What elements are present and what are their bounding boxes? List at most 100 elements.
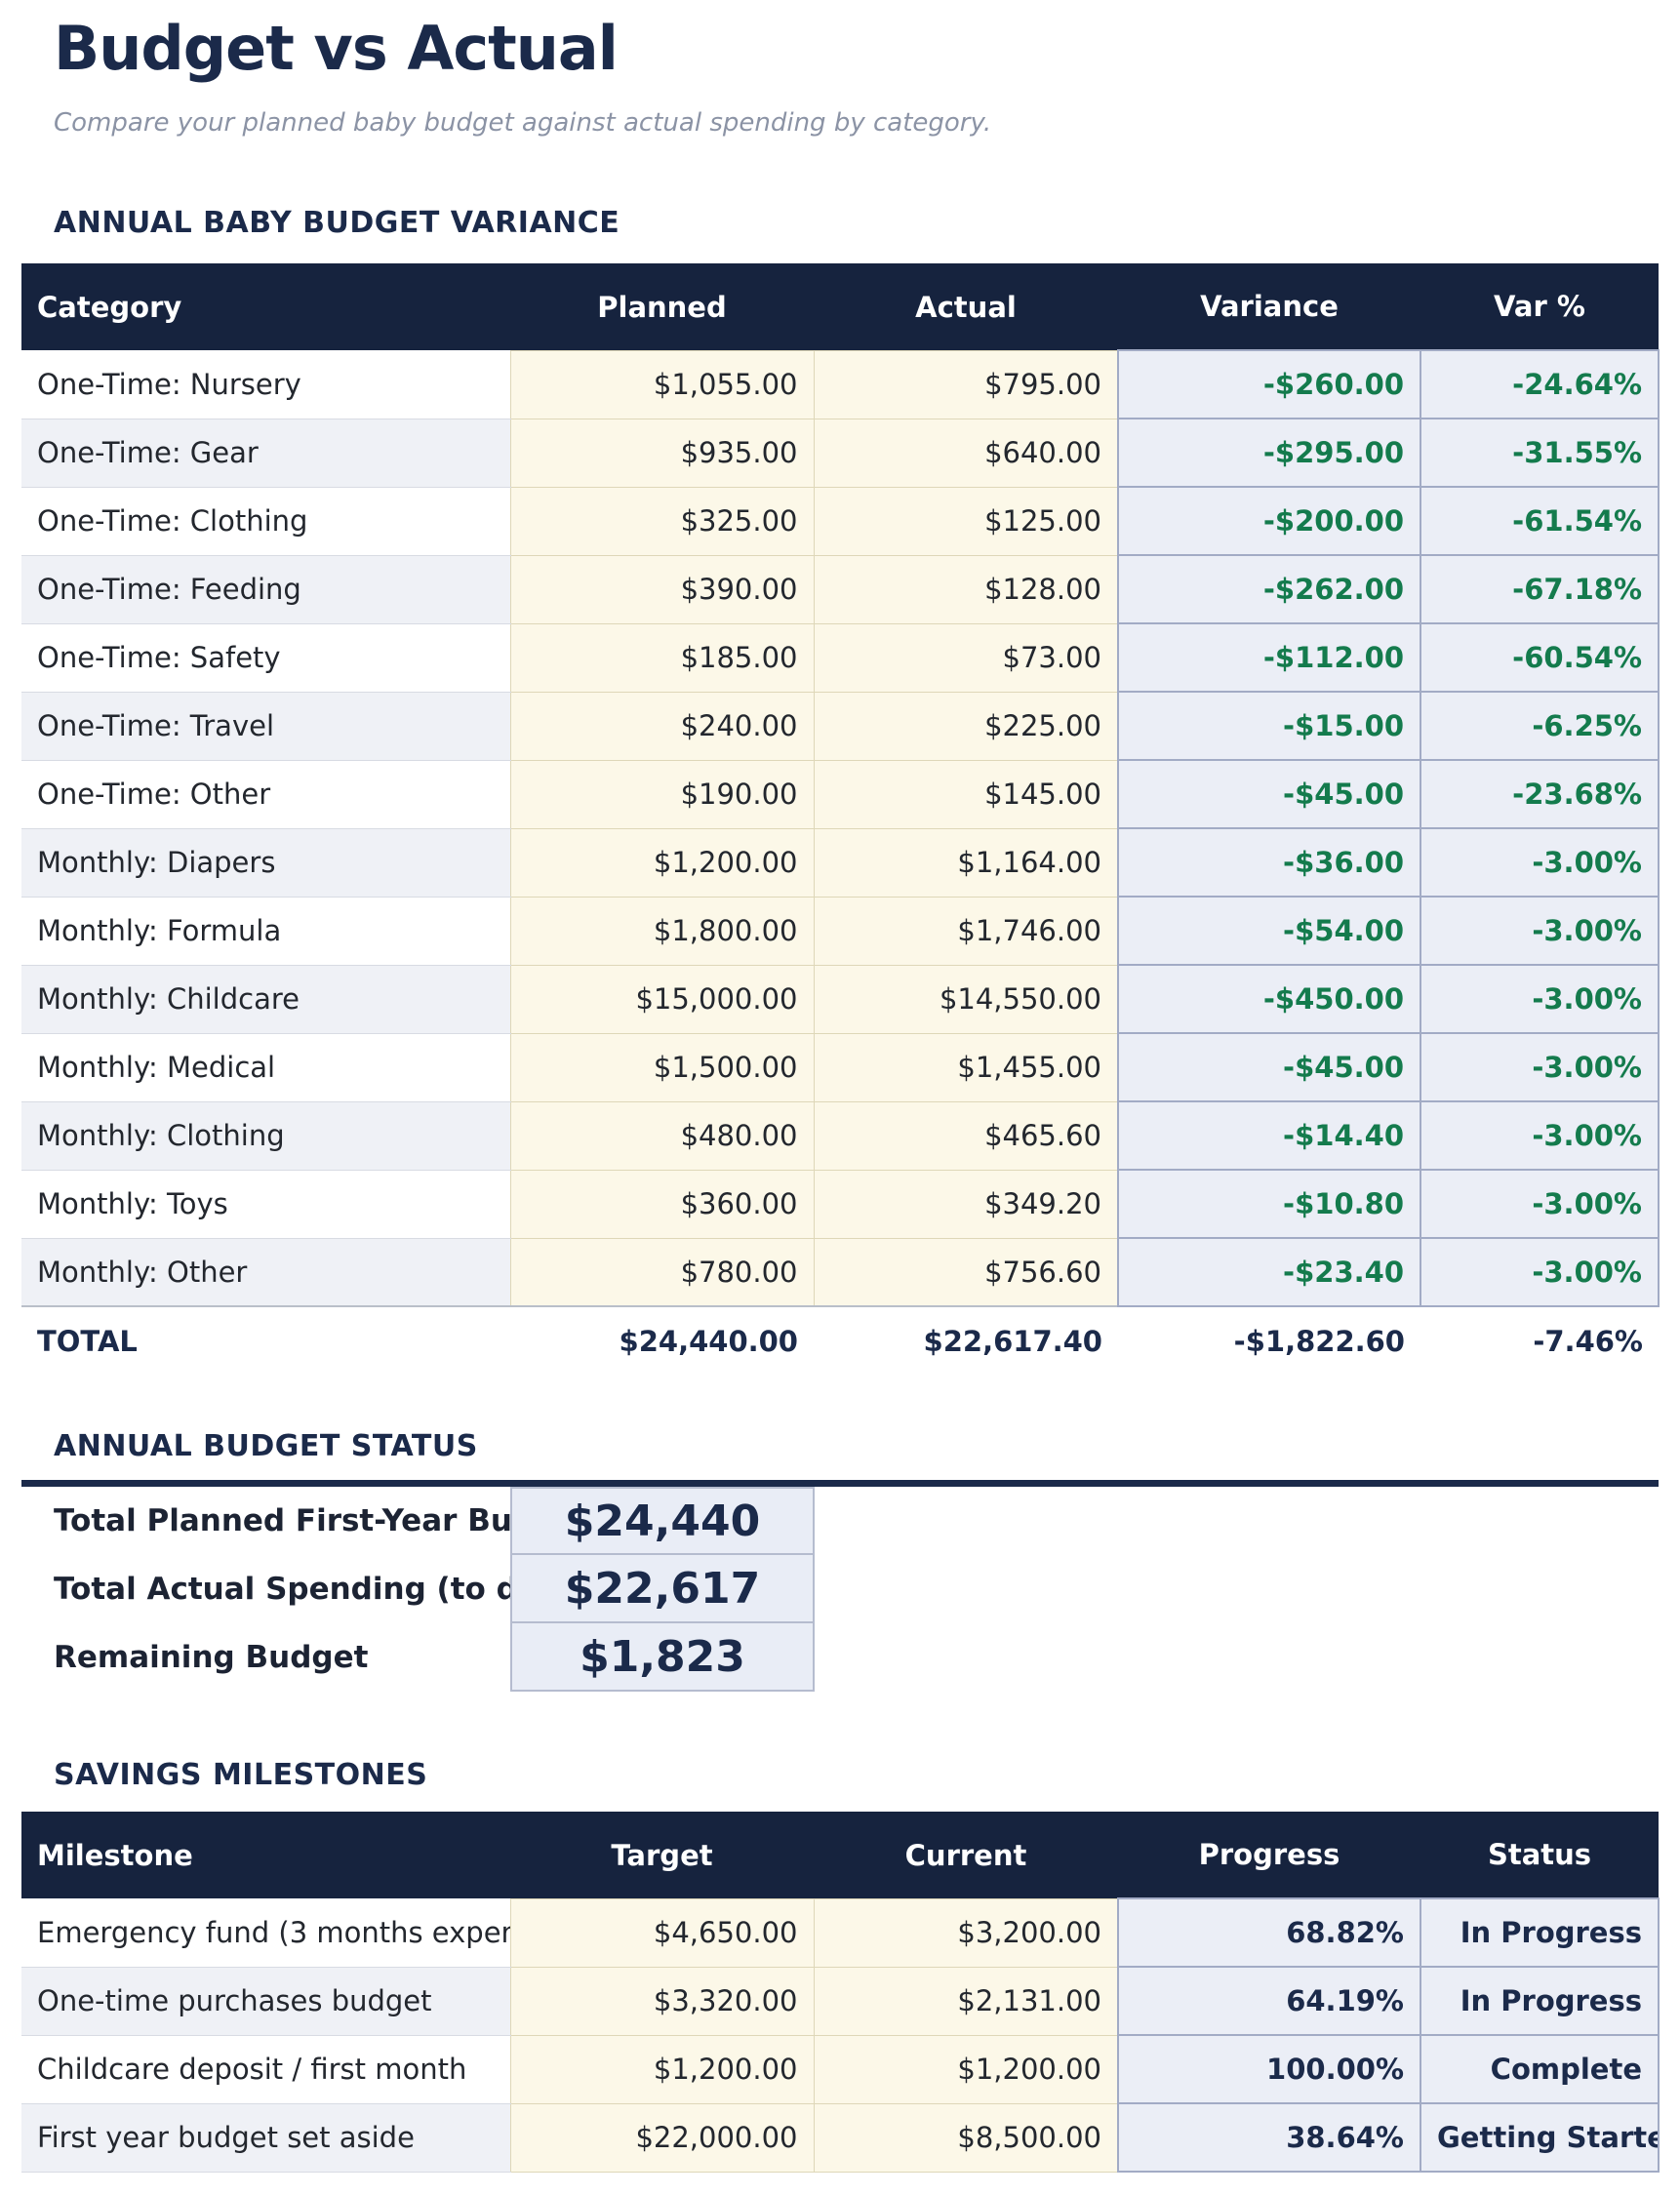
status-section-heading: ANNUAL BUDGET STATUS <box>54 1429 478 1464</box>
cell-planned: $1,500.00 <box>509 1032 815 1102</box>
page-title: Budget vs Actual <box>54 13 619 84</box>
cell-planned: $1,200.00 <box>509 827 815 898</box>
cell-planned: $935.00 <box>509 418 815 488</box>
table-row: Monthly: Medical $1,500.00 $1,455.00 -$45.0… <box>21 1032 1660 1103</box>
status-row: Total Actual Spending (to date)$22,617 <box>21 1553 1659 1624</box>
cell-var-pct: -23.68% <box>1420 759 1660 830</box>
column-header-status: Status <box>1420 1812 1659 1899</box>
cell-variance: -$450.00 <box>1117 964 1421 1035</box>
cell-category: One-Time: Feeding <box>21 555 510 624</box>
cell-variance: -$23.40 <box>1117 1237 1421 1308</box>
table-row: Childcare deposit / first month $1,200.00… <box>21 2034 1660 2105</box>
table-row: Monthly: Toys $360.00 $349.20 -$10.80 -3.00% <box>21 1169 1660 1240</box>
status-row: Remaining Budget $1,823 <box>21 1621 1659 1693</box>
total-var-pct: -7.46% <box>1420 1305 1659 1376</box>
cell-category: Monthly: Formula <box>21 897 510 966</box>
cell-var-pct: -3.00% <box>1420 1169 1660 1240</box>
column-header-planned: Planned <box>510 263 814 351</box>
milestones-table: Milestone Target Current Progress Status… <box>21 1812 1660 2174</box>
milestones-header-row: Milestone Target Current Progress Status <box>21 1812 1659 1899</box>
cell-var-pct: -31.55% <box>1420 418 1660 489</box>
cell-target: $1,200.00 <box>509 2034 815 2104</box>
cell-planned: $780.00 <box>509 1237 815 1307</box>
column-header-milestone: Milestone <box>21 1812 510 1899</box>
status-row: Total Planned First-Year Budget$24,440 <box>21 1487 1659 1556</box>
cell-category: Monthly: Clothing <box>21 1101 510 1171</box>
column-header-target: Target <box>510 1812 814 1899</box>
variance-total-row: TOTAL $24,440.00 $22,617.40 -$1,822.60 -… <box>21 1305 1659 1376</box>
cell-var-pct: -24.64% <box>1420 349 1660 420</box>
cell-variance: -$262.00 <box>1117 554 1421 625</box>
cell-variance: -$200.00 <box>1117 486 1421 557</box>
table-row: Monthly: Childcare $15,000.00 $14,550.00 -$… <box>21 964 1660 1035</box>
cell-var-pct: -60.54% <box>1420 622 1660 694</box>
cell-actual: $1,746.00 <box>813 896 1119 966</box>
cell-variance: -$36.00 <box>1117 827 1421 898</box>
cell-var-pct: -3.00% <box>1420 1032 1660 1103</box>
cell-variance: -$45.00 <box>1117 1032 1421 1103</box>
cell-var-pct: -3.00% <box>1420 896 1660 967</box>
cell-variance: -$10.80 <box>1117 1169 1421 1240</box>
cell-progress: 100.00% <box>1117 2034 1421 2105</box>
cell-current: $2,131.00 <box>813 1966 1119 2036</box>
cell-planned: $360.00 <box>509 1169 815 1239</box>
cell-category: Monthly: Medical <box>21 1033 510 1102</box>
table-row: First year budget set aside $22,000.00 $8,… <box>21 2102 1660 2174</box>
table-row: One-Time: Other $190.00 $145.00 -$45.00 -23.… <box>21 759 1660 830</box>
cell-target: $3,320.00 <box>509 1966 815 2036</box>
column-header-progress: Progress <box>1118 1812 1420 1899</box>
cell-actual: $795.00 <box>813 349 1119 419</box>
total-planned: $24,440.00 <box>510 1305 814 1376</box>
cell-milestone: First year budget set aside <box>21 2103 510 2173</box>
cell-actual: $73.00 <box>813 622 1119 693</box>
variance-header-row: Category Planned Actual Variance Var % <box>21 263 1659 351</box>
column-header-category: Category <box>21 263 510 351</box>
cell-planned: $15,000.00 <box>509 964 815 1034</box>
cell-var-pct: -3.00% <box>1420 1100 1660 1172</box>
cell-milestone: Childcare deposit / first month <box>21 2035 510 2104</box>
column-header-actual: Actual <box>814 263 1118 351</box>
cell-category: Monthly: Other <box>21 1238 510 1307</box>
table-row: One-Time: Travel $240.00 $225.00 -$15.00 -6.… <box>21 691 1660 762</box>
table-row: One-Time: Clothing $325.00 $125.00 -$200.00… <box>21 486 1660 557</box>
variance-section-heading: ANNUAL BABY BUDGET VARIANCE <box>54 206 620 241</box>
cell-planned: $1,055.00 <box>509 349 815 419</box>
cell-category: One-Time: Travel <box>21 692 510 761</box>
cell-variance: -$54.00 <box>1117 896 1421 967</box>
table-row: One-Time: Gear $935.00 $640.00 -$295.00 -31.… <box>21 418 1660 489</box>
variance-table: Category Planned Actual Variance Var % O… <box>21 263 1660 1376</box>
cell-var-pct: -3.00% <box>1420 964 1660 1035</box>
column-header-variance: Variance <box>1118 263 1420 351</box>
cell-category: One-Time: Safety <box>21 623 510 693</box>
cell-variance: -$260.00 <box>1117 349 1421 420</box>
cell-category: Monthly: Toys <box>21 1170 510 1239</box>
cell-var-pct: -3.00% <box>1420 1237 1660 1308</box>
status-label: Total Actual Spending (to date) <box>54 1572 510 1608</box>
status-value-box: $24,440 <box>510 1487 815 1556</box>
cell-planned: $325.00 <box>509 486 815 556</box>
cell-planned: $185.00 <box>509 622 815 693</box>
cell-actual: $349.20 <box>813 1169 1119 1239</box>
table-row: Monthly: Other $780.00 $756.60 -$23.40 -3.00… <box>21 1237 1660 1308</box>
column-header-current: Current <box>814 1812 1118 1899</box>
cell-progress: 68.82% <box>1117 1897 1421 1969</box>
total-label: TOTAL <box>21 1305 510 1376</box>
table-row: Emergency fund (3 months expenses)$4,650… <box>21 1897 1660 1969</box>
table-row: One-Time: Safety $185.00 $73.00 -$112.00 -60… <box>21 622 1660 694</box>
status-label: Remaining Budget <box>54 1640 369 1676</box>
cell-variance: -$15.00 <box>1117 691 1421 762</box>
cell-actual: $145.00 <box>813 759 1119 829</box>
table-row: Monthly: Diapers $1,200.00 $1,164.00 -$36.0… <box>21 827 1660 898</box>
cell-category: Monthly: Diapers <box>21 828 510 898</box>
table-row: One-time purchases budget $3,320.00 $2,131… <box>21 1966 1660 2037</box>
cell-actual: $465.60 <box>813 1100 1119 1171</box>
cell-category: Monthly: Childcare <box>21 965 510 1034</box>
cell-planned: $1,800.00 <box>509 896 815 966</box>
cell-actual: $128.00 <box>813 554 1119 624</box>
cell-progress: 38.64% <box>1117 2102 1421 2174</box>
cell-actual: $640.00 <box>813 418 1119 488</box>
cell-variance: -$112.00 <box>1117 622 1421 694</box>
table-row: Monthly: Formula $1,800.00 $1,746.00 -$54.0… <box>21 896 1660 967</box>
column-header-var-pct: Var % <box>1420 263 1659 351</box>
